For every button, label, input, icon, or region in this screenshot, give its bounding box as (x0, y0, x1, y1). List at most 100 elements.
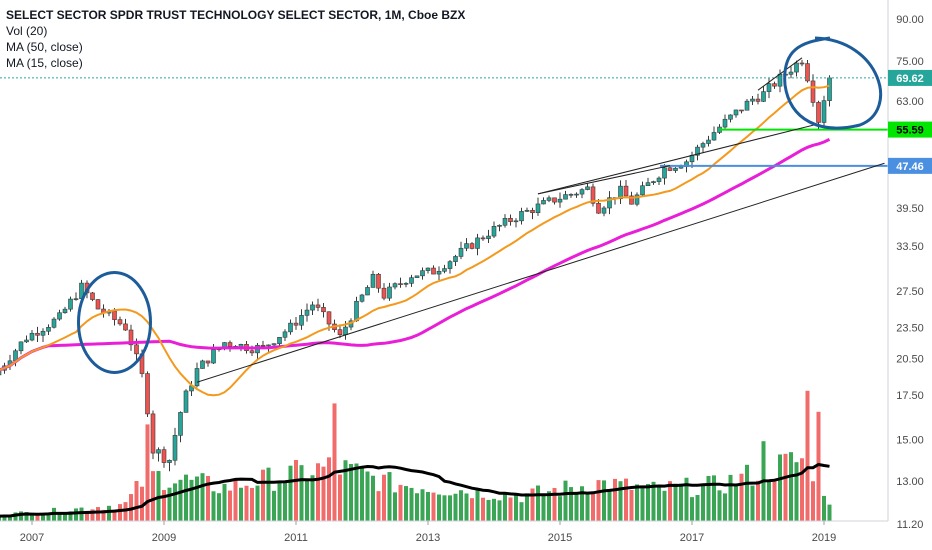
price-tick-label: 27.50 (896, 286, 924, 298)
candle-body (194, 368, 200, 387)
volume-bar (437, 494, 441, 521)
candle-body (634, 194, 640, 205)
price-tick-label: 11.20 (897, 519, 924, 531)
volume-bar (343, 460, 348, 521)
volume-bar (35, 514, 40, 521)
candle-body (486, 235, 491, 239)
volume-bar (442, 495, 447, 521)
volume-bar (277, 481, 282, 521)
candle-body (755, 98, 761, 102)
volume-bar (85, 510, 89, 521)
volume-bar (255, 485, 260, 521)
volume-bar (723, 493, 727, 521)
volume-bar (184, 474, 188, 521)
candle-body (711, 132, 717, 141)
volume-bar (508, 497, 513, 521)
volume-bar (272, 490, 276, 521)
volume-bar (46, 512, 51, 521)
candle-body (651, 181, 656, 183)
candle-body (359, 294, 365, 302)
volume-bar (63, 513, 67, 521)
volume-bar (195, 476, 199, 521)
candle-body (535, 203, 541, 214)
volume-bar (772, 479, 777, 521)
volume-bar (222, 483, 227, 521)
price-tick-label: 33.50 (896, 241, 924, 253)
candle-body (563, 194, 568, 200)
candle-body (425, 267, 431, 271)
volume-bar (596, 480, 601, 521)
volume-bar (574, 491, 579, 521)
candle-body (90, 292, 95, 300)
candle-body (370, 273, 376, 288)
volume-bar (745, 464, 749, 521)
candle-body (156, 449, 161, 454)
candle-body (700, 143, 706, 148)
volume-bar (305, 480, 309, 521)
candle-body (112, 310, 117, 320)
candle-body (161, 449, 167, 463)
candle-body (128, 329, 134, 346)
price-tick-label: 75.00 (896, 56, 924, 68)
candle-body (46, 326, 51, 332)
candle-body (145, 373, 150, 415)
volume-bar (827, 504, 832, 521)
volume-bar (250, 487, 254, 521)
price-tick-label: 20.50 (896, 354, 924, 366)
volume-bar (662, 490, 667, 521)
volume-bar (580, 486, 584, 521)
candle-body (557, 198, 563, 203)
candle-body (733, 109, 739, 116)
candle-body (354, 300, 359, 322)
volume-bar (398, 484, 403, 521)
volume-bar (354, 463, 359, 521)
candle-body (530, 209, 535, 214)
chart-legend: SELECT SECTOR SPDR TRUST TECHNOLOGY SELE… (6, 7, 465, 71)
time-tick-label: 2011 (284, 532, 308, 544)
volume-bar (750, 485, 755, 521)
candle-body (772, 83, 777, 87)
candle-body (596, 202, 601, 214)
candle-body (579, 189, 585, 195)
candle-body (403, 283, 409, 285)
volume-bar (695, 495, 700, 521)
candle-body (282, 331, 288, 338)
volume-bar (68, 511, 73, 521)
volume-bar (239, 487, 243, 521)
volume-ma-line (0, 462, 830, 518)
candle-body (117, 319, 123, 325)
volume-bar (503, 492, 507, 521)
candle-body (398, 283, 403, 285)
volume-bar (107, 505, 111, 521)
volume-bar (162, 490, 166, 521)
volume-bar (448, 495, 452, 521)
volume-bar (332, 403, 337, 521)
candle-body (51, 318, 57, 328)
volume-bar (217, 493, 221, 521)
volume-bar (123, 502, 128, 521)
volume-bar (321, 466, 326, 521)
volume-bar (690, 497, 694, 521)
volume-bar (376, 491, 381, 521)
volume-bar (79, 507, 84, 521)
price-tick-label: 15.00 (896, 435, 924, 447)
candle-body (678, 166, 684, 169)
price-tick-label: 39.50 (896, 203, 924, 215)
candle-body (40, 330, 46, 336)
candle-body (134, 344, 139, 355)
volume-bar (8, 516, 12, 521)
volume-bar (266, 467, 271, 521)
volume-bar (794, 462, 799, 521)
volume-bar (2, 515, 7, 521)
candle-body (73, 298, 79, 301)
volume-bar (585, 494, 590, 521)
candle-body (524, 209, 530, 212)
time-tick-label: 2019 (812, 532, 836, 544)
volume-bar (387, 472, 392, 521)
candle-body (546, 197, 552, 201)
volume-bar (756, 480, 760, 521)
volume-bar (514, 495, 518, 521)
legend-ma50: MA (50, close) (6, 40, 83, 54)
volume-bar (558, 496, 562, 521)
